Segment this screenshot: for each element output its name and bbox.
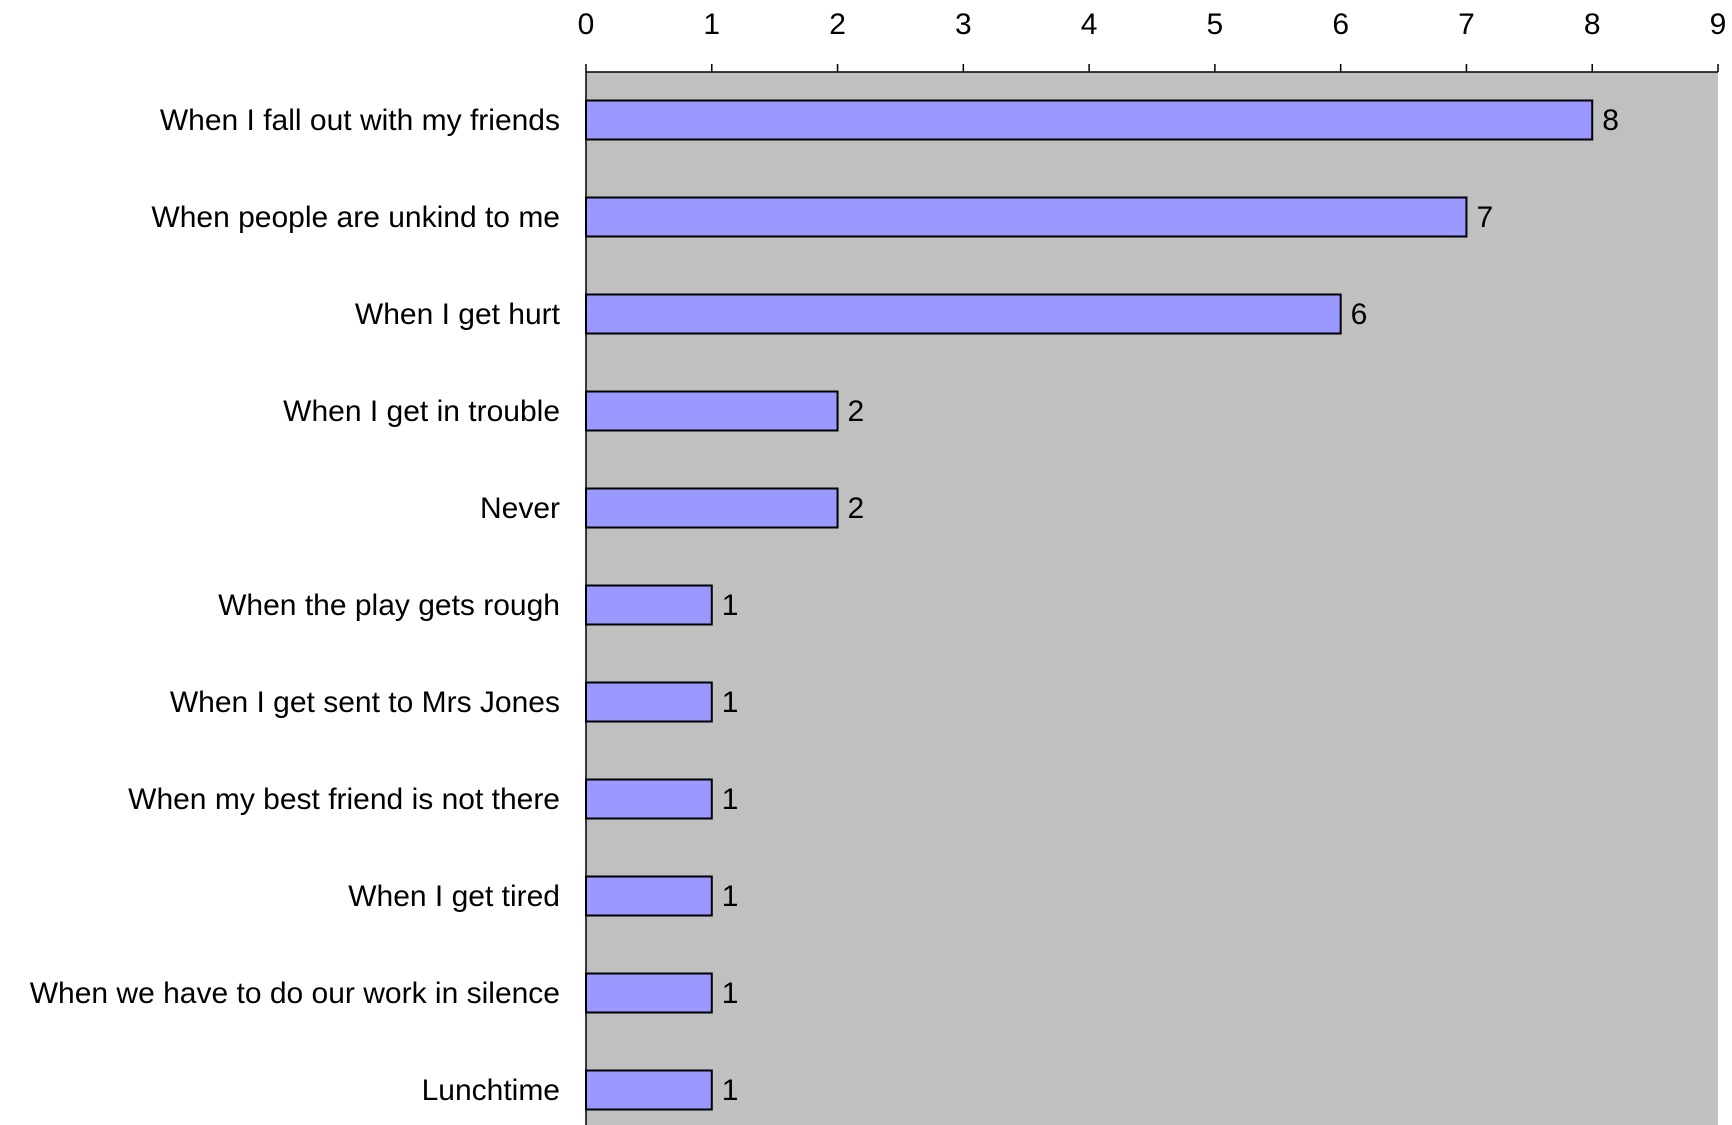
category-label: When I get in trouble (283, 395, 560, 428)
bar (585, 293, 1342, 335)
category-label: When my best friend is not there (128, 783, 560, 816)
bar (585, 875, 713, 917)
x-tick-label: 2 (829, 8, 846, 41)
bar (585, 1069, 713, 1111)
bar (585, 390, 839, 432)
category-label: When people are unkind to me (151, 201, 560, 234)
category-label: Never (480, 492, 560, 525)
bar (585, 196, 1468, 238)
x-tick-label: 4 (1081, 8, 1098, 41)
data-label: 2 (848, 492, 865, 525)
x-tick-label: 7 (1458, 8, 1475, 41)
x-tick-label: 5 (1207, 8, 1224, 41)
bar-series (585, 99, 1594, 1111)
x-tick-label: 9 (1710, 8, 1727, 41)
data-label: 1 (722, 783, 739, 816)
bar (585, 99, 1594, 141)
x-tick-label: 6 (1332, 8, 1349, 41)
x-tick-label: 8 (1584, 8, 1601, 41)
data-label: 1 (722, 880, 739, 913)
bar (585, 972, 713, 1014)
data-label: 1 (722, 977, 739, 1010)
category-label: When I get sent to Mrs Jones (170, 686, 560, 719)
category-label: When I get tired (348, 880, 560, 913)
data-label: 2 (848, 395, 865, 428)
x-tick-label: 3 (955, 8, 972, 41)
category-label: Lunchtime (422, 1074, 560, 1107)
x-tick-label: 0 (578, 8, 595, 41)
bar (585, 487, 839, 529)
data-label: 8 (1602, 104, 1619, 137)
data-label: 7 (1476, 201, 1493, 234)
data-label: 1 (722, 686, 739, 719)
category-label: When we have to do our work in silence (30, 977, 560, 1010)
data-label: 1 (722, 589, 739, 622)
category-label: When I fall out with my friends (160, 104, 560, 137)
x-tick-label: 1 (703, 8, 720, 41)
data-labels: 8 7 6 2 2 1 1 1 1 1 1 (722, 104, 1619, 1107)
data-label: 1 (722, 1074, 739, 1107)
bar (585, 778, 713, 820)
x-axis: 0 1 2 3 4 5 6 7 8 9 (578, 8, 1727, 73)
category-label: When the play gets rough (218, 589, 560, 622)
category-label: When I get hurt (355, 298, 561, 331)
y-axis: When I fall out with my friends When peop… (30, 72, 587, 1125)
bar (585, 681, 713, 723)
plot-area (586, 72, 1718, 1125)
data-label: 6 (1351, 298, 1368, 331)
bar (585, 584, 713, 626)
